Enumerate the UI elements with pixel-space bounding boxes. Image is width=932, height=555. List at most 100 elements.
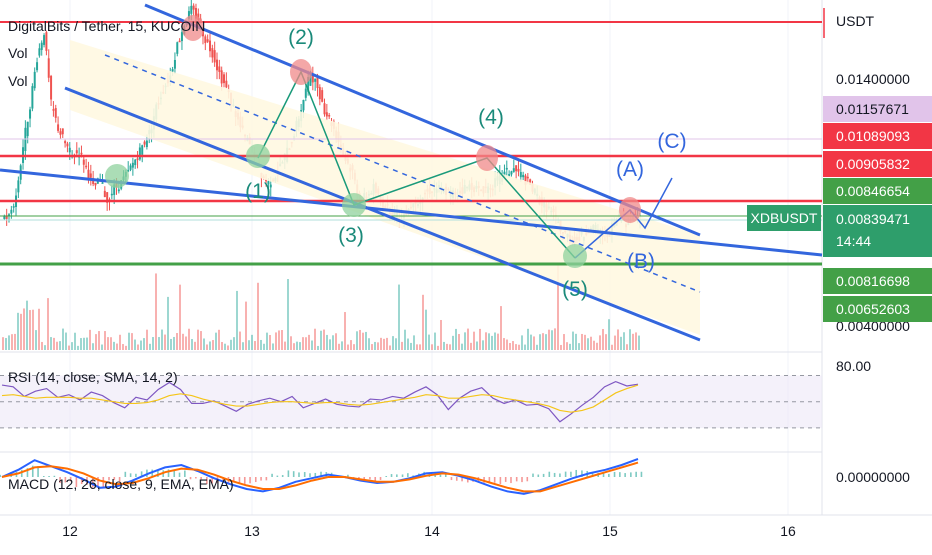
volume-bar — [620, 336, 622, 350]
volume-bar — [599, 335, 601, 350]
macd-histogram-bar — [206, 477, 208, 485]
volume-bar — [407, 338, 409, 350]
volume-bar — [17, 312, 19, 350]
candle-body — [503, 171, 506, 177]
time-tick: 14 — [424, 523, 440, 539]
candle-body — [512, 168, 515, 172]
volume-bar — [62, 328, 64, 350]
volume-bars — [2, 265, 640, 350]
wave-high-marker — [182, 15, 204, 41]
volume-bar — [248, 340, 250, 350]
volume-bar — [410, 342, 412, 350]
rsi-legend[interactable]: RSI (14, close, SMA, 14, 2) — [8, 369, 178, 385]
volume-bar — [458, 334, 460, 350]
volume-bar — [35, 330, 37, 350]
candle-body — [517, 168, 520, 172]
volume-bar — [32, 309, 34, 350]
candle-body — [45, 32, 48, 51]
volume-legend-1[interactable]: Vol — [8, 45, 28, 61]
volume-bar — [212, 340, 214, 350]
volume-bar — [374, 341, 376, 350]
volume-bar — [47, 298, 49, 350]
volume-bar — [263, 343, 265, 350]
volume-bar — [308, 334, 310, 350]
volume-bar — [602, 328, 604, 350]
volume-bar — [494, 332, 496, 350]
wave-label: (3) — [338, 224, 364, 247]
channel-lower-line — [64, 86, 701, 342]
time-tick: 13 — [244, 523, 260, 539]
volume-bar — [86, 337, 88, 350]
macd-histogram-bar — [309, 473, 311, 477]
volume-bar — [125, 345, 127, 350]
candle-body — [113, 184, 116, 195]
candle-body — [87, 169, 90, 180]
macd-histogram-bar — [124, 471, 127, 477]
macd-signal-line — [1, 461, 639, 493]
candle-body — [57, 124, 60, 131]
macd-histogram-bar — [390, 474, 393, 477]
symbol-badge — [747, 205, 821, 231]
macd-legend[interactable]: MACD (12, 26, close, 9, EMA, EMA) — [8, 476, 234, 492]
candle-body — [309, 74, 312, 86]
candle-body — [5, 215, 8, 219]
volume-bar — [350, 340, 352, 350]
macd-histogram-bar — [434, 475, 436, 477]
volume-bar — [182, 333, 184, 350]
chart-title[interactable]: DigitalBits / Tether, 15, KUCOIN — [8, 18, 205, 34]
candle-body — [302, 99, 305, 111]
volume-bar — [578, 343, 580, 350]
volume-bar — [533, 336, 535, 350]
candle-body — [66, 143, 69, 147]
macd-histogram-bar — [401, 474, 404, 477]
macd-histogram-bar — [238, 477, 241, 484]
volume-bar — [536, 344, 538, 350]
volume-bar — [443, 341, 445, 350]
macd-histogram-bar — [232, 477, 235, 483]
volume-bar — [20, 313, 22, 350]
volume-bar — [98, 331, 100, 350]
volume-bar — [530, 334, 532, 350]
volume-bar — [284, 341, 286, 350]
volume-bar — [299, 342, 301, 350]
macd-histogram-bar — [466, 477, 469, 483]
candle-body — [218, 66, 221, 72]
volume-bar — [44, 345, 46, 350]
volume-bar — [605, 334, 607, 350]
volume-bar — [83, 337, 85, 350]
rsi-line — [1, 380, 639, 423]
volume-bar — [170, 338, 172, 350]
volume-bar — [437, 345, 439, 350]
price-label: 0.01157671 — [836, 101, 909, 117]
volume-bar — [575, 333, 577, 350]
macd-histogram-bar — [292, 471, 295, 477]
macd-histogram-bar — [80, 477, 83, 485]
macd-histogram-bar — [570, 471, 572, 477]
macd-histogram-bar — [461, 477, 463, 482]
candle-body — [110, 193, 113, 196]
macd-histogram-bar — [613, 471, 616, 477]
rsi-tick: 80.00 — [836, 358, 871, 374]
candle-body — [68, 147, 71, 153]
wave-low-marker — [105, 164, 129, 188]
volume-bar — [509, 343, 511, 350]
volume-bar — [92, 343, 94, 350]
volume-bar — [632, 333, 634, 350]
candle-body — [171, 69, 174, 72]
macd-histogram-bar — [619, 472, 621, 477]
volume-bar — [467, 328, 469, 350]
macd-histogram-bar — [69, 477, 72, 482]
volume-bar — [596, 342, 598, 350]
wave-label: (4) — [478, 106, 504, 129]
macd-histogram-bar — [108, 477, 110, 481]
candle-body — [208, 40, 211, 52]
volume-bar — [539, 334, 541, 350]
volume-legend-2[interactable]: Vol — [8, 73, 28, 89]
time-tick: 15 — [602, 523, 618, 539]
macd-histogram-bar — [396, 474, 398, 477]
macd-histogram-bar — [591, 472, 594, 477]
volume-bar — [257, 282, 259, 350]
price-label: 0.00652603 — [836, 301, 910, 317]
macd-histogram-bar — [521, 477, 523, 483]
